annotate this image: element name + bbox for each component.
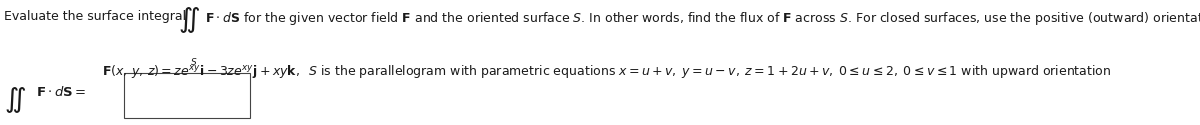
Text: $\mathbf{F} \cdot d\mathbf{S} =$: $\mathbf{F} \cdot d\mathbf{S} =$ bbox=[36, 85, 86, 99]
Text: $\iint$: $\iint$ bbox=[4, 85, 25, 115]
FancyBboxPatch shape bbox=[124, 72, 250, 118]
Text: $\mathbf{F}(x,\, y,\, z) = ze^{xy}\mathbf{i} - 3ze^{xy}\mathbf{j} + xy\mathbf{k}: $\mathbf{F}(x,\, y,\, z) = ze^{xy}\mathb… bbox=[102, 62, 1111, 80]
Text: Evaluate the surface integral: Evaluate the surface integral bbox=[4, 10, 186, 23]
Text: $\iint$: $\iint$ bbox=[178, 5, 199, 35]
Text: $S$: $S$ bbox=[190, 56, 197, 67]
Text: $\mathbf{F} \cdot d\mathbf{S}$ for the given vector field $\mathbf{F}$ and the o: $\mathbf{F} \cdot d\mathbf{S}$ for the g… bbox=[205, 10, 1200, 27]
